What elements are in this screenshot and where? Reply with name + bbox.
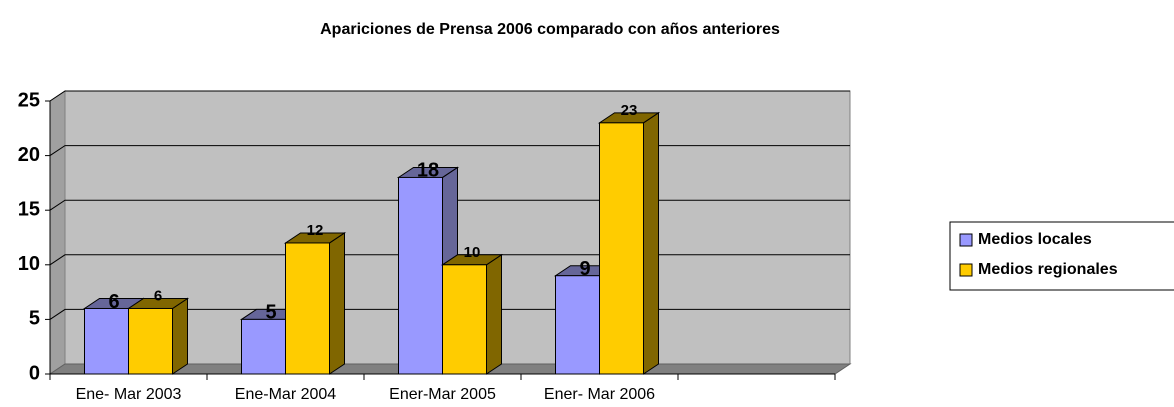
bar: [442, 264, 487, 375]
bar-side: [643, 111, 659, 375]
x-tick-label: Ener- Mar 2006: [544, 386, 655, 403]
value-label: 5: [265, 302, 276, 324]
bar: [599, 122, 644, 375]
value-label: 12: [307, 222, 324, 239]
bar: [241, 318, 286, 375]
bar: [398, 176, 443, 375]
bar-side: [329, 232, 345, 375]
chart-title: Apariciones de Prensa 2006 comparado con…: [320, 21, 780, 38]
x-tick-label: Ene-Mar 2004: [235, 386, 336, 403]
value-label: 18: [417, 160, 439, 182]
side-wall: [49, 90, 66, 375]
x-tick-label: Ener-Mar 2005: [389, 386, 496, 403]
y-tick-label: 25: [18, 89, 40, 111]
grid-line: [49, 90, 850, 102]
bar-side: [486, 253, 502, 375]
y-tick-label: 10: [18, 253, 40, 275]
value-label: 6: [108, 291, 119, 313]
y-tick-label: 0: [29, 362, 40, 384]
y-tick-label: 5: [29, 308, 40, 330]
bar-side: [172, 297, 188, 375]
grid-line: [49, 145, 850, 157]
bar: [84, 307, 129, 375]
legend-label: Medios regionales: [978, 261, 1118, 278]
grid-line: [49, 199, 850, 211]
grid-line: [49, 254, 850, 266]
y-tick-label: 15: [18, 198, 40, 220]
legend-swatch: [959, 233, 973, 247]
y-tick-label: 20: [18, 144, 40, 166]
legend-box: [949, 221, 1174, 291]
legend-label: Medios locales: [978, 231, 1092, 248]
value-label: 9: [579, 258, 590, 280]
legend-swatch: [959, 263, 973, 277]
value-label: 6: [154, 287, 162, 304]
bar: [555, 275, 600, 375]
x-tick-label: Ene- Mar 2003: [76, 386, 182, 403]
bar: [285, 242, 330, 375]
value-label: 10: [464, 244, 481, 261]
value-label: 23: [621, 102, 638, 119]
bar: [128, 307, 173, 375]
